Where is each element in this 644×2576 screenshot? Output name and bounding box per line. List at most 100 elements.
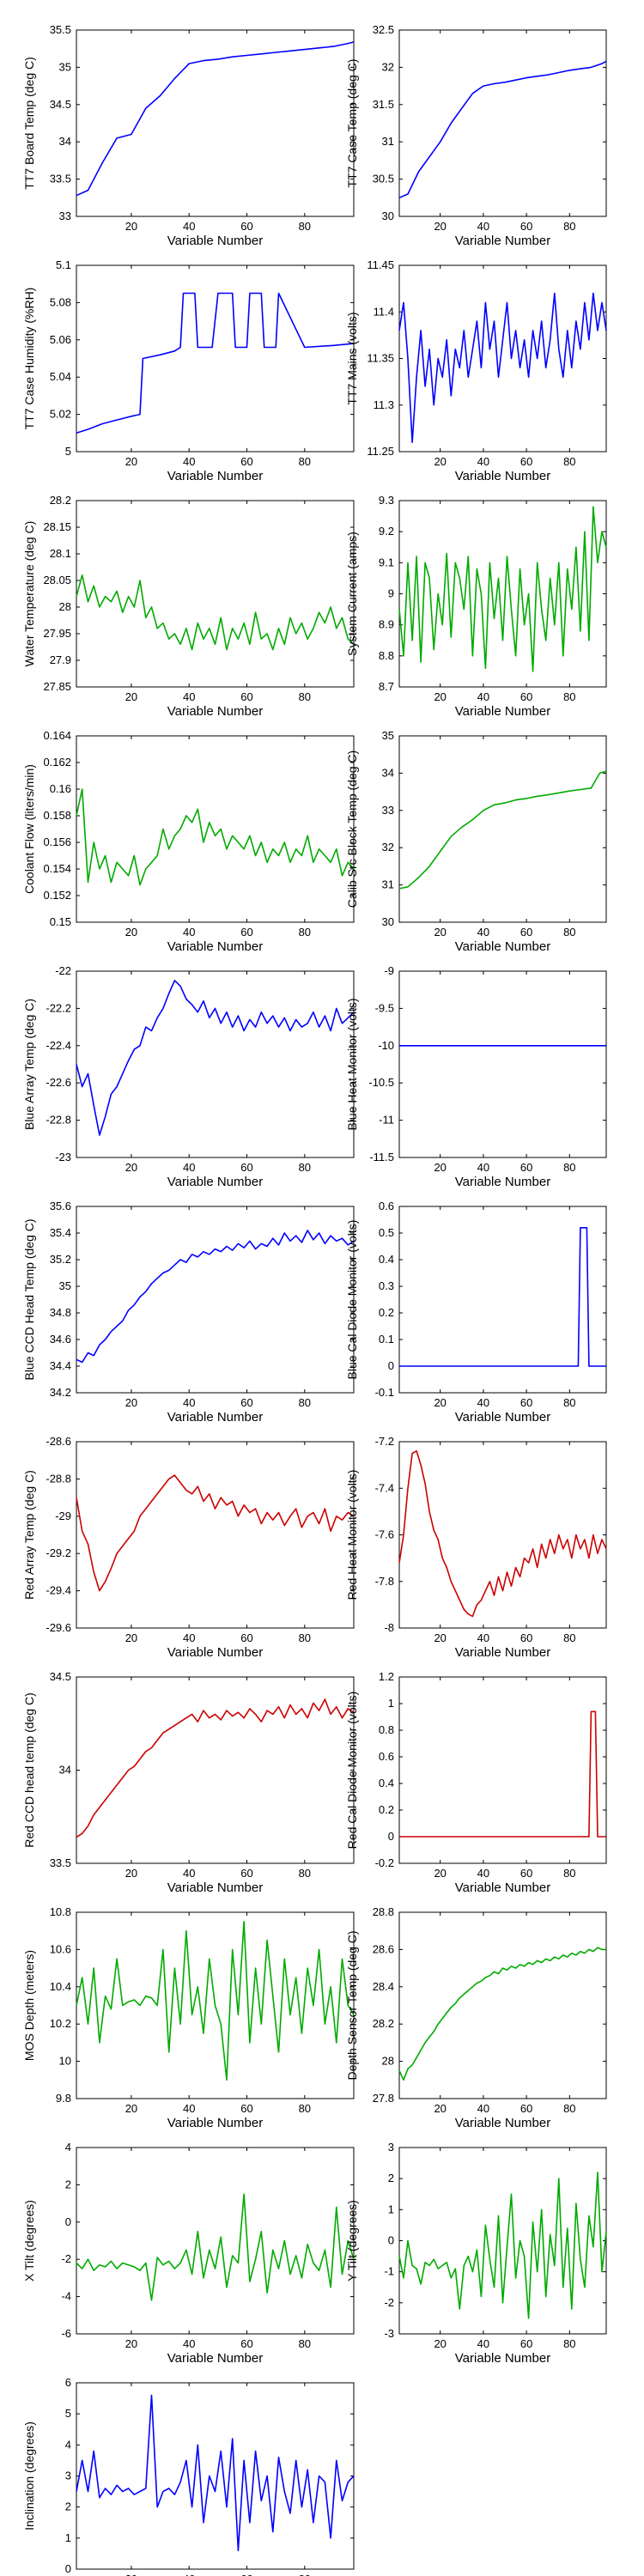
x-tick-label: 40: [477, 1396, 489, 1409]
y-tick-label: 1: [388, 2202, 394, 2215]
x-tick-label: 40: [477, 1161, 489, 1174]
y-tick-label: 35.6: [50, 1200, 71, 1212]
x-tick-label: 60: [240, 926, 252, 939]
y-tick-label: 11.3: [374, 398, 394, 411]
y-tick-label: 28.05: [43, 574, 71, 586]
y-tick-label: 10.8: [50, 1905, 71, 1918]
x-tick-label: 60: [240, 2573, 252, 2576]
x-axis-label: Variable Number: [455, 2351, 550, 2366]
y-tick-label: -10.5: [368, 1076, 394, 1089]
y-tick-label: -22.2: [46, 1001, 71, 1014]
subplot: 34.2 34.4 34.6 34.8 35 35.2 35.4 35.6 20 40 60 80 Va…: [22, 1200, 355, 1425]
y-tick-label: -23: [55, 1151, 71, 1163]
x-axis-label: Variable Number: [455, 1645, 550, 1660]
x-tick-label: 20: [434, 220, 446, 233]
subplot: 11.25 11.3 11.35 11.4 11.45 20 40 60 80 Variable …: [345, 258, 607, 483]
axes-frame: [398, 970, 607, 1158]
y-tick-label: 9.1: [379, 556, 394, 568]
y-tick-label: -7.8: [375, 1575, 394, 1588]
y-tick-label: 0.4: [379, 1777, 394, 1789]
series-line: [76, 980, 355, 1136]
x-tick-label: 20: [125, 1161, 137, 1174]
x-tick-label: 20: [125, 1396, 137, 1409]
x-tick-label: 60: [240, 1161, 252, 1174]
x-tick-label: 40: [477, 2337, 489, 2350]
y-tick-label: -2: [61, 2252, 71, 2265]
x-axis-label: Variable Number: [167, 234, 263, 248]
x-tick-label: 40: [183, 690, 195, 703]
x-tick-label: 40: [183, 455, 195, 468]
series-line: [398, 1450, 607, 1618]
y-tick-label: 30: [382, 210, 394, 222]
y-tick-label: 34: [382, 766, 394, 779]
subplot: -0.2 0 0.2 0.4 0.6 0.8 1 1.2 20 40 60 80 Variable Nu…: [345, 1670, 607, 1895]
subplot: 012345620406080Variable NumberInclinatio…: [22, 2376, 355, 2576]
subplot: 27.8 28 28.2 28.4 28.6 28.8 20 40 60 80 Variable N…: [345, 1905, 607, 2130]
y-axis-label: Water Temperature (deg C): [22, 521, 36, 667]
subplot: -6 -4 -2 0 2 4 20 40 60 80 Variable Number X Tilt (…: [22, 2141, 355, 2366]
series-line: [76, 1474, 355, 1592]
x-axis-label: Variable Number: [455, 1880, 550, 1895]
x-tick-label: 20: [434, 1161, 446, 1174]
y-tick-label: 35: [382, 729, 394, 742]
x-tick-label: 80: [563, 455, 575, 468]
x-tick-label: 40: [183, 220, 195, 233]
series-line: [76, 41, 355, 197]
y-tick-label: 28.4: [373, 1980, 394, 1993]
y-tick-label: -0.2: [375, 1856, 394, 1869]
y-axis-label: TT7 Board Temp (deg C): [22, 57, 36, 190]
subplot: -29.6 -29.4 -29.2 -29 -28.8 -28.6 20 40 60 80 Vari…: [22, 1435, 355, 1660]
x-tick-label: 20: [125, 2573, 137, 2576]
x-tick-label: 80: [299, 455, 311, 468]
y-axis-label: Red Array Temp (deg C): [22, 1470, 36, 1600]
x-tick-label: 60: [240, 455, 252, 468]
y-tick-label: 0.154: [43, 862, 71, 875]
x-tick-label: 40: [183, 1161, 195, 1174]
series-line: [76, 2394, 355, 2552]
y-tick-label: 5: [65, 2407, 71, 2420]
series-line: [399, 1710, 606, 1838]
subplot: -3 -2 -1 0 1 2 3 20 40 60 80 Variable Number Y Tilt …: [345, 2141, 607, 2366]
x-tick-label: 20: [434, 1631, 446, 1644]
axes-frame: [76, 264, 355, 453]
subplot: 33 33.5 34 34.5 35 35.5 20 40 60 80 Variable Numbe…: [22, 23, 355, 248]
x-tick-label: 20: [125, 926, 137, 939]
y-tick-label: -29.2: [46, 1546, 71, 1559]
axes-frame: [398, 735, 607, 923]
y-axis-label: Red Cal Diode Monitor (volts): [345, 1692, 359, 1850]
y-tick-label: -29.4: [46, 1584, 71, 1597]
x-tick-label: 60: [240, 1631, 252, 1644]
y-tick-label: 30.5: [373, 173, 394, 185]
x-tick-label: 80: [563, 1867, 575, 1880]
subplot: -11.5 -11 -10.5 -10 -9.5 -9 20 40 60 80 Variable N…: [345, 964, 607, 1189]
series-line: [398, 60, 607, 199]
axes-frame: [76, 1441, 355, 1629]
series-line: [76, 1230, 355, 1364]
x-tick-label: 60: [240, 1396, 252, 1409]
y-tick-label: 0.3: [379, 1279, 394, 1292]
x-tick-label: 80: [563, 1396, 575, 1409]
x-axis-label: Variable Number: [167, 1880, 263, 1895]
x-tick-label: 40: [477, 455, 489, 468]
x-tick-label: 20: [125, 1867, 137, 1880]
x-tick-label: 80: [299, 926, 311, 939]
y-tick-label: 0.162: [43, 756, 71, 769]
y-tick-label: 6: [65, 2376, 71, 2389]
y-tick-label: 1.2: [379, 1670, 394, 1683]
axes-frame: [398, 1441, 607, 1629]
y-tick-label: -1: [384, 2265, 394, 2278]
y-tick-label: 28: [382, 2055, 394, 2068]
y-tick-label: 33.5: [50, 173, 71, 185]
axes-frame: [398, 1206, 607, 1394]
y-tick-label: 32: [382, 841, 394, 854]
y-tick-label: -3: [384, 2327, 394, 2340]
subplot: 33.5 34 34.5 20 40 60 80 Variable Number Red CCD…: [22, 1670, 355, 1895]
y-tick-label: 28.8: [373, 1905, 394, 1918]
y-tick-label: 30: [382, 915, 394, 928]
y-tick-label: -29.6: [46, 1621, 71, 1634]
series-line: [76, 1921, 355, 2081]
axes-frame: [76, 500, 355, 688]
y-tick-label: -9.5: [375, 1001, 394, 1014]
y-tick-label: 11.45: [367, 258, 394, 271]
